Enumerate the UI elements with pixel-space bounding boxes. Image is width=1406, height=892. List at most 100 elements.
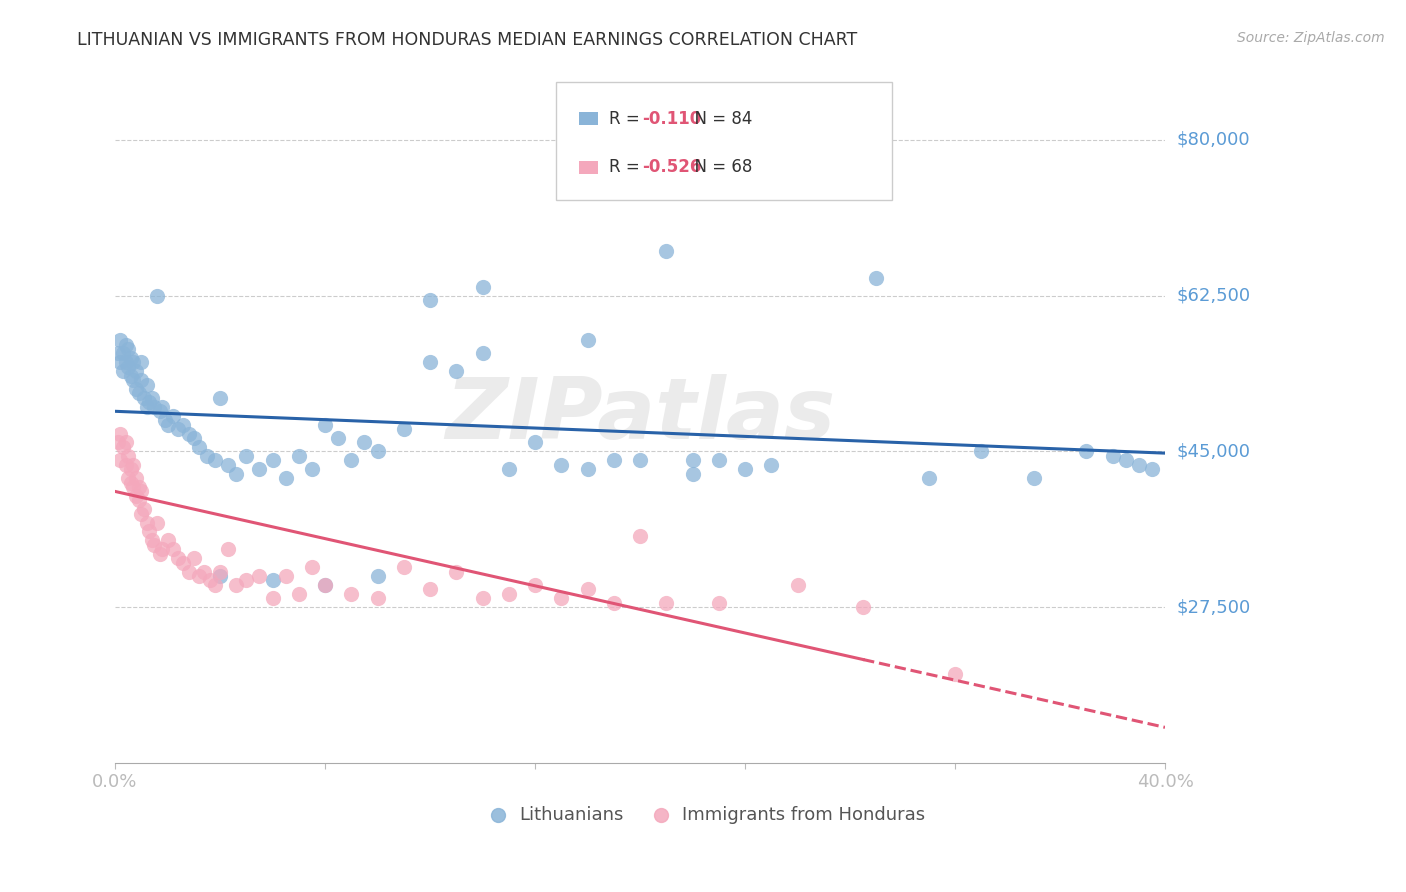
Point xyxy=(603,453,626,467)
Text: R =: R = xyxy=(609,110,644,128)
Point xyxy=(943,667,966,681)
Point xyxy=(128,386,150,401)
Text: LITHUANIAN VS IMMIGRANTS FROM HONDURAS MEDIAN EARNINGS CORRELATION CHART: LITHUANIAN VS IMMIGRANTS FROM HONDURAS M… xyxy=(77,31,858,49)
Point xyxy=(419,355,441,369)
Point xyxy=(143,400,166,414)
Point xyxy=(135,516,157,530)
Point xyxy=(1115,453,1137,467)
Point xyxy=(852,600,875,615)
Point xyxy=(262,453,284,467)
Point xyxy=(655,244,678,258)
Point xyxy=(707,596,730,610)
Point xyxy=(110,453,132,467)
Point xyxy=(628,453,651,467)
Point xyxy=(125,382,148,396)
Point xyxy=(471,346,494,360)
Point xyxy=(707,453,730,467)
Point xyxy=(149,404,172,418)
Point xyxy=(111,440,134,454)
Text: $80,000: $80,000 xyxy=(1177,131,1250,149)
Point xyxy=(340,587,363,601)
Point xyxy=(114,458,136,472)
Point xyxy=(524,435,547,450)
Text: N = 68: N = 68 xyxy=(685,159,752,177)
Point xyxy=(111,364,134,378)
Point xyxy=(129,373,152,387)
Point xyxy=(177,426,200,441)
Point xyxy=(576,462,599,476)
Point xyxy=(314,417,336,432)
Point xyxy=(162,409,184,423)
Point xyxy=(114,355,136,369)
Point xyxy=(172,417,194,432)
Point xyxy=(813,178,835,192)
Point xyxy=(367,569,389,583)
Point xyxy=(262,591,284,606)
Point xyxy=(419,293,441,307)
Point xyxy=(734,462,756,476)
Text: N = 84: N = 84 xyxy=(685,110,752,128)
Point xyxy=(204,578,226,592)
Point xyxy=(217,542,239,557)
Point xyxy=(301,560,323,574)
Point xyxy=(110,333,132,347)
Point xyxy=(125,364,148,378)
FancyBboxPatch shape xyxy=(579,161,598,174)
Point xyxy=(761,458,783,472)
Point xyxy=(110,355,132,369)
Point xyxy=(498,587,520,601)
Point xyxy=(162,542,184,557)
Point xyxy=(195,449,218,463)
Point xyxy=(217,458,239,472)
Text: Lithuanians: Lithuanians xyxy=(519,806,624,824)
Point xyxy=(225,467,247,481)
Point xyxy=(1140,462,1163,476)
Point xyxy=(132,502,155,516)
Point xyxy=(340,453,363,467)
Point xyxy=(129,484,152,499)
Point xyxy=(970,444,993,458)
Point xyxy=(141,533,163,548)
Point xyxy=(1101,449,1123,463)
Point xyxy=(177,565,200,579)
Point xyxy=(114,435,136,450)
Point xyxy=(111,346,134,360)
Point xyxy=(550,458,572,472)
Point xyxy=(156,533,179,548)
Point xyxy=(603,596,626,610)
Point xyxy=(208,391,231,405)
Point xyxy=(129,355,152,369)
Point xyxy=(183,431,205,445)
FancyBboxPatch shape xyxy=(555,82,891,201)
Point xyxy=(328,431,350,445)
Point xyxy=(287,587,309,601)
Point xyxy=(150,400,173,414)
Point xyxy=(225,578,247,592)
Text: -0.110: -0.110 xyxy=(643,110,702,128)
Point xyxy=(1076,444,1098,458)
Point xyxy=(120,368,142,383)
Point xyxy=(117,471,139,485)
Point xyxy=(138,395,160,409)
Point xyxy=(122,480,145,494)
Point xyxy=(576,333,599,347)
Point xyxy=(138,524,160,539)
Text: R =: R = xyxy=(609,159,644,177)
Point xyxy=(153,413,176,427)
Point xyxy=(498,462,520,476)
Point xyxy=(193,565,215,579)
Point xyxy=(120,462,142,476)
Point xyxy=(287,449,309,463)
Point xyxy=(655,596,678,610)
Point xyxy=(550,591,572,606)
Point xyxy=(129,507,152,521)
Point xyxy=(125,471,148,485)
Point xyxy=(235,449,257,463)
Point xyxy=(117,449,139,463)
Point xyxy=(247,462,270,476)
Point xyxy=(146,516,169,530)
Point xyxy=(132,391,155,405)
Point xyxy=(471,591,494,606)
Point xyxy=(117,359,139,374)
Point xyxy=(204,453,226,467)
